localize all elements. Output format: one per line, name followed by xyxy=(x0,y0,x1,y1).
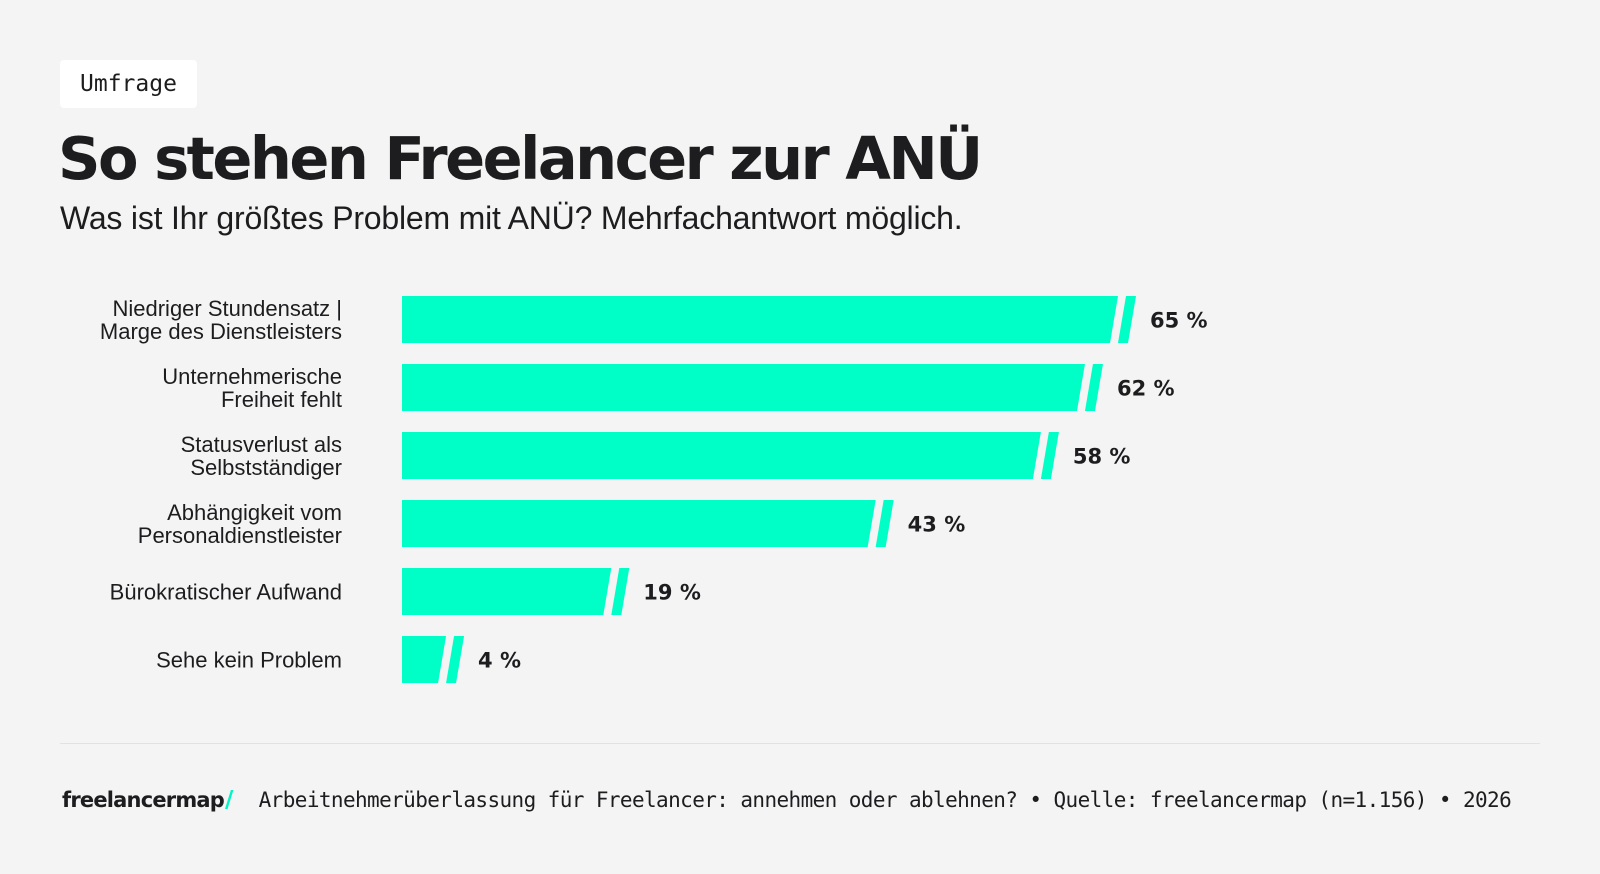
chart-subtitle: Was ist Ihr größtes Problem mit ANÜ? Meh… xyxy=(60,200,963,236)
category-label: Statusverlust als xyxy=(181,432,342,457)
bar xyxy=(402,364,1085,411)
value-label: 65 % xyxy=(1150,309,1208,333)
footer-divider xyxy=(60,743,1540,744)
bar-stripe xyxy=(1118,296,1136,343)
category-label: Abhängigkeit vom xyxy=(167,500,342,525)
bar xyxy=(402,500,876,547)
bar-stripe xyxy=(1040,432,1059,479)
category-label: Unternehmerische xyxy=(162,364,342,389)
logo-slash-mark: / xyxy=(225,787,233,813)
bar-stripe xyxy=(875,500,894,547)
category-label: Bürokratischer Aufwand xyxy=(110,580,342,605)
value-label: 43 % xyxy=(908,513,966,537)
category-label: Sehe kein Problem xyxy=(156,648,342,673)
value-label: 4 % xyxy=(478,649,521,673)
bar-stripe xyxy=(446,636,465,683)
logo-text: freelancermap xyxy=(62,788,225,812)
value-label: 58 % xyxy=(1073,445,1131,469)
footer: freelancermap/ Arbeitnehmerüberlassung f… xyxy=(62,780,1512,820)
chart-title: So stehen Freelancer zur ANÜ xyxy=(58,124,983,193)
bar xyxy=(402,296,1118,343)
category-label: Freiheit fehlt xyxy=(221,387,342,412)
value-label: 62 % xyxy=(1117,377,1175,401)
category-label: Niedriger Stundensatz | xyxy=(112,296,342,321)
bar xyxy=(402,432,1041,479)
bar-stripe xyxy=(611,568,630,615)
bar-stripe xyxy=(1084,364,1103,411)
bar-chart: 65 % Niedriger Stundensatz |Marge des Die… xyxy=(100,296,1208,683)
value-label: 19 % xyxy=(643,581,701,605)
category-label: Marge des Dienstleisters xyxy=(100,319,342,344)
bar xyxy=(402,636,447,683)
freelancermap-logo: freelancermap/ xyxy=(62,787,233,813)
category-tag: Umfrage xyxy=(60,60,197,108)
category-label: Personaldienstleister xyxy=(138,523,342,548)
source-note: Arbeitnehmerüberlassung für Freelancer: … xyxy=(258,788,1512,812)
category-label: Selbstständiger xyxy=(190,455,342,480)
bar xyxy=(402,568,612,615)
